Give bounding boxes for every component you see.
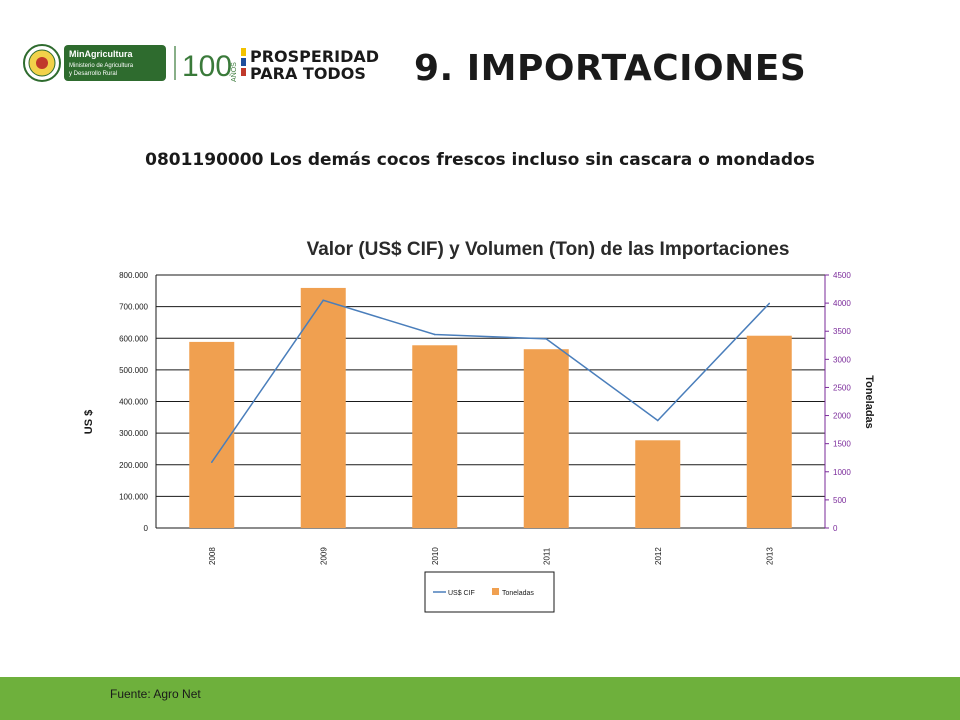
page-subtitle: 0801190000 Los demás cocos frescos inclu… bbox=[145, 150, 815, 170]
y-tick-label-right: 4000 bbox=[833, 299, 851, 308]
x-tick-label: 2013 bbox=[765, 547, 774, 565]
logo-ministry-name: MinAgricultura bbox=[69, 49, 133, 59]
x-tick-label: 2012 bbox=[654, 547, 663, 565]
logo-ministry-line1: Ministerio de Agricultura bbox=[69, 63, 134, 69]
bar bbox=[300, 287, 346, 528]
line-series bbox=[210, 299, 771, 464]
y-tick-label-left: 0 bbox=[144, 524, 149, 533]
line-point bbox=[656, 419, 659, 422]
ministry-logo: MinAgricultura Ministerio de Agricultura… bbox=[23, 44, 166, 82]
source-note: Fuente: Agro Net bbox=[110, 687, 201, 701]
chart-title: Valor (US$ CIF) y Volumen (Ton) de las I… bbox=[307, 239, 790, 260]
y-tick-label-right: 1000 bbox=[833, 468, 851, 477]
legend-swatch-bar bbox=[492, 588, 499, 595]
y-tick-label-left: 100.000 bbox=[119, 492, 148, 501]
x-tick-label: 2010 bbox=[431, 547, 440, 565]
y-tick-label-right: 2500 bbox=[833, 383, 851, 392]
bar bbox=[189, 341, 235, 528]
y-tick-label-left: 400.000 bbox=[119, 398, 148, 407]
bar bbox=[635, 440, 681, 528]
bar bbox=[746, 335, 792, 528]
y-tick-label-right: 4500 bbox=[833, 271, 851, 280]
y-tick-label-right: 2000 bbox=[833, 412, 851, 421]
y-axis-label-left: US $ bbox=[83, 410, 95, 434]
line-point bbox=[322, 299, 325, 302]
y-axis-label-right: Toneladas bbox=[863, 375, 875, 429]
slogan-logo: PROSPERIDAD PARA TODOS bbox=[241, 47, 379, 83]
y-tick-label-right: 500 bbox=[833, 496, 847, 505]
x-tick-label: 2009 bbox=[319, 547, 328, 565]
y-tick-label-left: 200.000 bbox=[119, 461, 148, 470]
logo-100-anos: AÑOS bbox=[229, 62, 238, 82]
line-point bbox=[768, 302, 771, 305]
y-tick-label-left: 500.000 bbox=[119, 366, 148, 375]
logo-slogan-line1: PROSPERIDAD bbox=[250, 47, 379, 66]
y-tick-label-right: 3000 bbox=[833, 355, 851, 364]
legend-label-uscif: US$ CIF bbox=[448, 590, 475, 597]
imports-chart: Valor (US$ CIF) y Volumen (Ton) de las I… bbox=[83, 239, 875, 613]
y-tick-label-left: 800.000 bbox=[119, 271, 148, 280]
logo-slogan-line2: PARA TODOS bbox=[250, 64, 366, 83]
centenary-logo: 100 AÑOS bbox=[182, 50, 238, 83]
bar-series bbox=[189, 287, 792, 528]
x-tick-label: 2011 bbox=[542, 547, 551, 565]
footer-bar bbox=[0, 677, 960, 720]
y-tick-label-left: 700.000 bbox=[119, 303, 148, 312]
x-tick-label: 2008 bbox=[208, 547, 217, 565]
y-tick-label-right: 0 bbox=[833, 524, 838, 533]
line-point bbox=[545, 338, 548, 340]
line-point bbox=[433, 333, 436, 336]
line-path bbox=[211, 299, 770, 463]
y-tick-label-right: 1500 bbox=[833, 440, 851, 449]
line-point bbox=[210, 461, 213, 464]
legend-label-toneladas: Toneladas bbox=[502, 590, 534, 597]
y-tick-label-left: 600.000 bbox=[119, 334, 148, 343]
axes: 0 100.000 200.000 300.000 400.000 500.000 600.… bbox=[119, 271, 851, 565]
y-tick-label-left: 300.000 bbox=[119, 429, 148, 438]
grid-lines bbox=[156, 274, 825, 529]
chart-legend: US$ CIF Toneladas bbox=[424, 571, 555, 613]
header-logos: MinAgricultura Ministerio de Agricultura… bbox=[23, 44, 379, 83]
bar bbox=[412, 345, 458, 528]
y-tick-label-right: 3500 bbox=[833, 327, 851, 336]
bar bbox=[523, 349, 569, 528]
legend-box bbox=[424, 571, 555, 613]
logo-100-number: 100 bbox=[182, 50, 232, 83]
logo-ministry-line2: y Desarrollo Rural bbox=[69, 71, 117, 77]
page-title: 9. IMPORTACIONES bbox=[414, 48, 807, 89]
